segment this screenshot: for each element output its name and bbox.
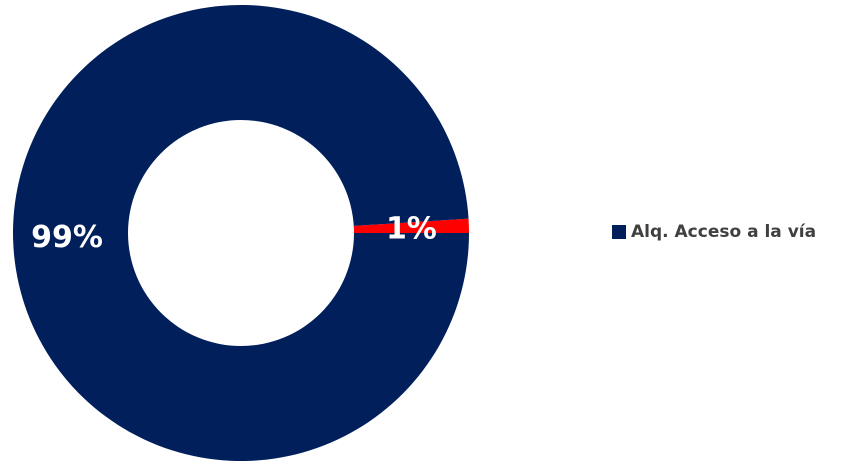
legend: Alq. Acceso a la vía: [612, 222, 816, 242]
donut-hole: [128, 120, 354, 346]
slice-labels: 1% 99%: [31, 212, 437, 255]
legend-label: Alq. Acceso a la vía: [631, 222, 817, 242]
slice-label-99: 99%: [31, 220, 103, 255]
slice-label-1: 1%: [386, 212, 437, 247]
legend-swatch: [612, 225, 626, 239]
